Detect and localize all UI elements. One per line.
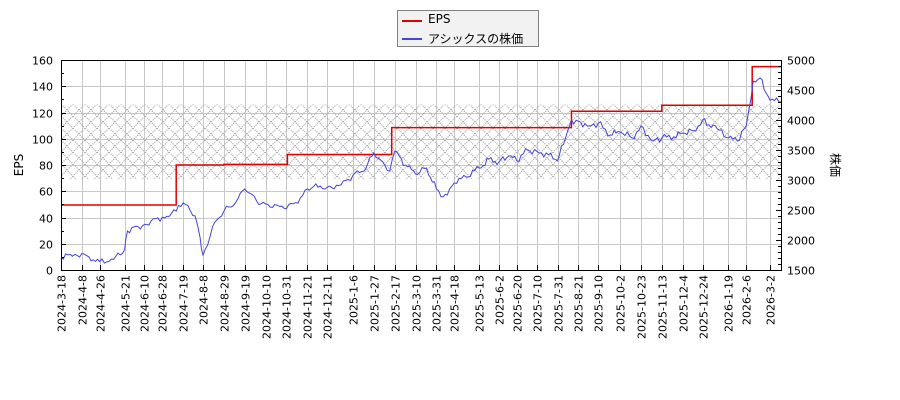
x-tick-label: 2025-7-31 xyxy=(553,275,566,332)
legend-swatch-eps xyxy=(402,20,422,22)
left-tick-label: 100 xyxy=(32,134,53,147)
x-tick-label: 2024-9-19 xyxy=(240,275,253,332)
right-tick-label: 4500 xyxy=(787,85,815,98)
x-tick-label: 2024-11-21 xyxy=(302,275,315,339)
series-lines xyxy=(60,65,782,264)
x-tick-label: 2024-8-8 xyxy=(198,275,211,325)
right-tick-label: 1500 xyxy=(787,265,815,278)
x-tick-label: 2026-1-19 xyxy=(723,275,736,332)
shaded-band xyxy=(61,104,781,180)
left-tick-label: 0 xyxy=(46,265,53,278)
legend-label-stock-price: アシックスの株価 xyxy=(428,32,524,46)
x-tick-label: 2025-12-24 xyxy=(698,275,711,339)
x-tick-label: 2025-8-21 xyxy=(573,275,586,332)
x-tick-label: 2024-10-31 xyxy=(281,275,294,339)
x-tick-label: 2025-10-23 xyxy=(636,275,649,339)
right-tick-label: 2000 xyxy=(787,235,815,248)
x-tick-label: 2025-2-17 xyxy=(390,275,403,332)
x-tick-label: 2025-6-2 xyxy=(494,275,507,325)
x-tick-label: 2026-2-6 xyxy=(741,275,754,325)
right-tick-label: 3500 xyxy=(787,145,815,158)
left-tick-label: 120 xyxy=(32,108,53,121)
x-tick-label: 2024-5-21 xyxy=(120,275,133,332)
x-tick-label: 2025-7-10 xyxy=(532,275,545,332)
x-tick-label: 2025-5-13 xyxy=(474,275,487,332)
right-tick-label: 4000 xyxy=(787,115,815,128)
right-tick-label: 5000 xyxy=(787,55,815,68)
x-tick-label: 2024-6-10 xyxy=(139,275,152,332)
x-tick-label: 2025-3-31 xyxy=(431,275,444,332)
right-tick-label: 2500 xyxy=(787,205,815,218)
x-tick-label: 2025-4-18 xyxy=(449,275,462,332)
x-tick-label: 2024-4-8 xyxy=(77,275,90,325)
right-axis-title: 株価 xyxy=(828,153,843,177)
x-tick-label: 2024-10-10 xyxy=(261,275,274,339)
legend-label-eps: EPS xyxy=(428,12,451,26)
x-tick-label: 2024-12-11 xyxy=(322,275,335,339)
left-tick-label: 80 xyxy=(39,160,53,173)
x-tick-label: 2024-6-28 xyxy=(157,275,170,332)
stock-price-line xyxy=(60,77,782,264)
left-tick-label: 160 xyxy=(32,55,53,68)
x-tick-label: 2025-1-27 xyxy=(369,275,382,332)
axis-ticks: 0 20 40 60 80 100 120 140 160 1500 2000 2500 3000 350… xyxy=(32,55,815,339)
left-tick-label: 60 xyxy=(39,186,53,199)
x-tick-label: 2025-9-10 xyxy=(593,275,606,332)
left-tick-label: 20 xyxy=(39,239,53,252)
left-tick-label: 140 xyxy=(32,81,53,94)
x-tick-label: 2025-3-10 xyxy=(411,275,424,332)
x-tick-label: 2024-4-26 xyxy=(95,275,108,332)
x-tick-label: 2024-3-18 xyxy=(56,275,69,332)
eps-line xyxy=(61,65,781,206)
x-tick-label: 2025-1-6 xyxy=(348,275,361,325)
x-tick-label: 2026-3-2 xyxy=(765,275,778,325)
legend-swatch-stock-price xyxy=(402,38,422,40)
x-tick-label: 2025-6-20 xyxy=(512,275,525,332)
left-tick-label: 40 xyxy=(39,213,53,226)
right-tick-label: 3000 xyxy=(787,175,815,188)
x-tick-label: 2024-7-19 xyxy=(178,275,191,332)
left-axis-title: EPS xyxy=(12,154,26,176)
x-tick-label: 2024-8-29 xyxy=(219,275,232,332)
x-tick-label: 2025-10-2 xyxy=(615,275,628,332)
legend: EPS アシックスの株価 xyxy=(397,10,539,47)
x-tick-label: 2025-11-13 xyxy=(657,275,670,339)
x-tick-label: 2025-12-4 xyxy=(678,275,691,332)
